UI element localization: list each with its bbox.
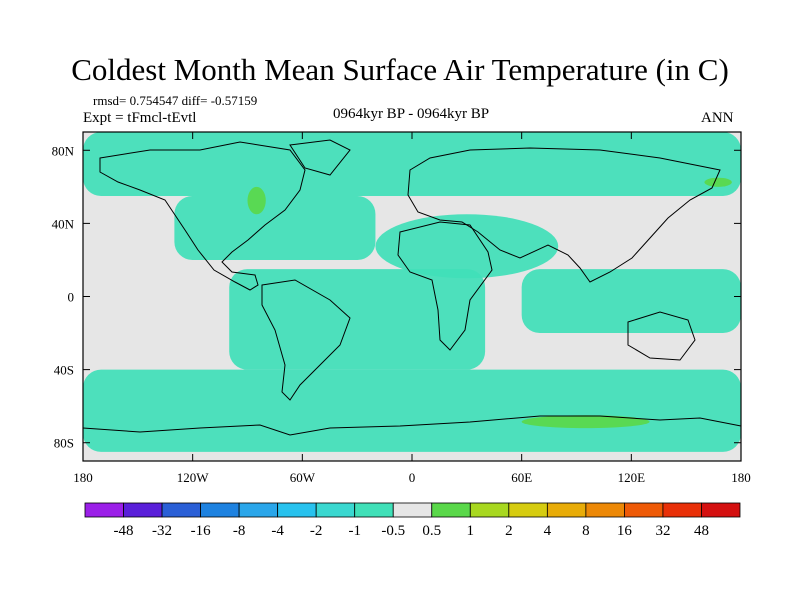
y-tick-label: 80S (54, 436, 74, 451)
colorbar: -48 -32 -16 -8 -4 -2 -1 -0.5 0.5 1 2 4 8 16 32 48 (84, 502, 741, 539)
colorbar-swatch (546, 502, 587, 518)
x-tick-label: 120E (618, 470, 646, 485)
colorbar-swatch (277, 502, 317, 518)
x-tick-label: 120W (177, 470, 210, 485)
colorbar-label: -16 (191, 523, 211, 539)
period-text: 0964kyr BP - 0964kyr BP (332, 106, 490, 122)
experiment-text: Expt = tFmcl-tEvtl (83, 110, 197, 126)
colorbar-label: 2 (505, 523, 513, 539)
region-2 (375, 214, 559, 279)
colorbar-label: -48 (114, 523, 134, 539)
y-tick-label: 40N (52, 216, 75, 231)
region-1 (174, 195, 376, 260)
x-tick-label: 60E (511, 470, 532, 485)
region-8 (521, 415, 650, 429)
axis-ticks: 180 120W 60W 0 60E 120E 180 80N 40N 0 40S 80S (52, 132, 751, 485)
colorbar-label: 1 (467, 523, 475, 539)
colorbar-swatch (662, 502, 702, 518)
y-tick-label: 80N (52, 143, 75, 158)
colorbar-swatch (84, 502, 124, 518)
region-5 (83, 369, 741, 452)
colorbar-label: 4 (544, 523, 552, 539)
y-tick-label: 0 (68, 290, 75, 305)
colorbar-label: -4 (271, 523, 284, 539)
colorbar-label: -1 (348, 523, 361, 539)
colorbar-label: -0.5 (381, 523, 405, 539)
x-tick-label: 60W (290, 470, 316, 485)
region-6 (247, 186, 266, 215)
colorbar-swatch (585, 502, 625, 518)
region-4 (521, 269, 741, 334)
y-tick-label: 40S (54, 363, 74, 378)
season-text: ANN (701, 110, 734, 126)
colorbar-label: -32 (152, 523, 172, 539)
colorbar-swatch (200, 502, 240, 518)
x-tick-label: 0 (409, 470, 416, 485)
colorbar-label: 16 (617, 523, 633, 539)
colorbar-swatch (508, 502, 548, 518)
region-0 (83, 132, 741, 196)
colorbar-swatch (701, 502, 741, 518)
colorbar-swatch (161, 502, 201, 518)
colorbar-label: 32 (655, 523, 670, 539)
x-tick-label: 180 (73, 470, 93, 485)
colorbar-label: -8 (233, 523, 246, 539)
region-7 (704, 177, 732, 187)
colorbar-swatch (354, 502, 394, 518)
x-tick-label: 180 (731, 470, 751, 485)
colorbar-label: 8 (582, 523, 590, 539)
coastlines (82, 139, 742, 436)
colorbar-label: -2 (310, 523, 323, 539)
chart-title: Coldest Month Mean Surface Air Temperatu… (71, 52, 729, 87)
region-3 (229, 269, 486, 370)
colorbar-swatch (431, 502, 471, 518)
colorbar-swatch (624, 502, 664, 518)
colorbar-swatch (315, 502, 356, 518)
anomaly-regions (83, 132, 741, 452)
colorbar-label: 48 (694, 523, 709, 539)
colorbar-swatch (238, 502, 279, 518)
colorbar-swatch (392, 502, 433, 518)
stats-text: rmsd= 0.754547 diff= -0.57159 (93, 93, 258, 108)
colorbar-swatch (469, 502, 510, 518)
colorbar-label: 0.5 (422, 523, 441, 539)
colorbar-swatch (123, 502, 163, 518)
